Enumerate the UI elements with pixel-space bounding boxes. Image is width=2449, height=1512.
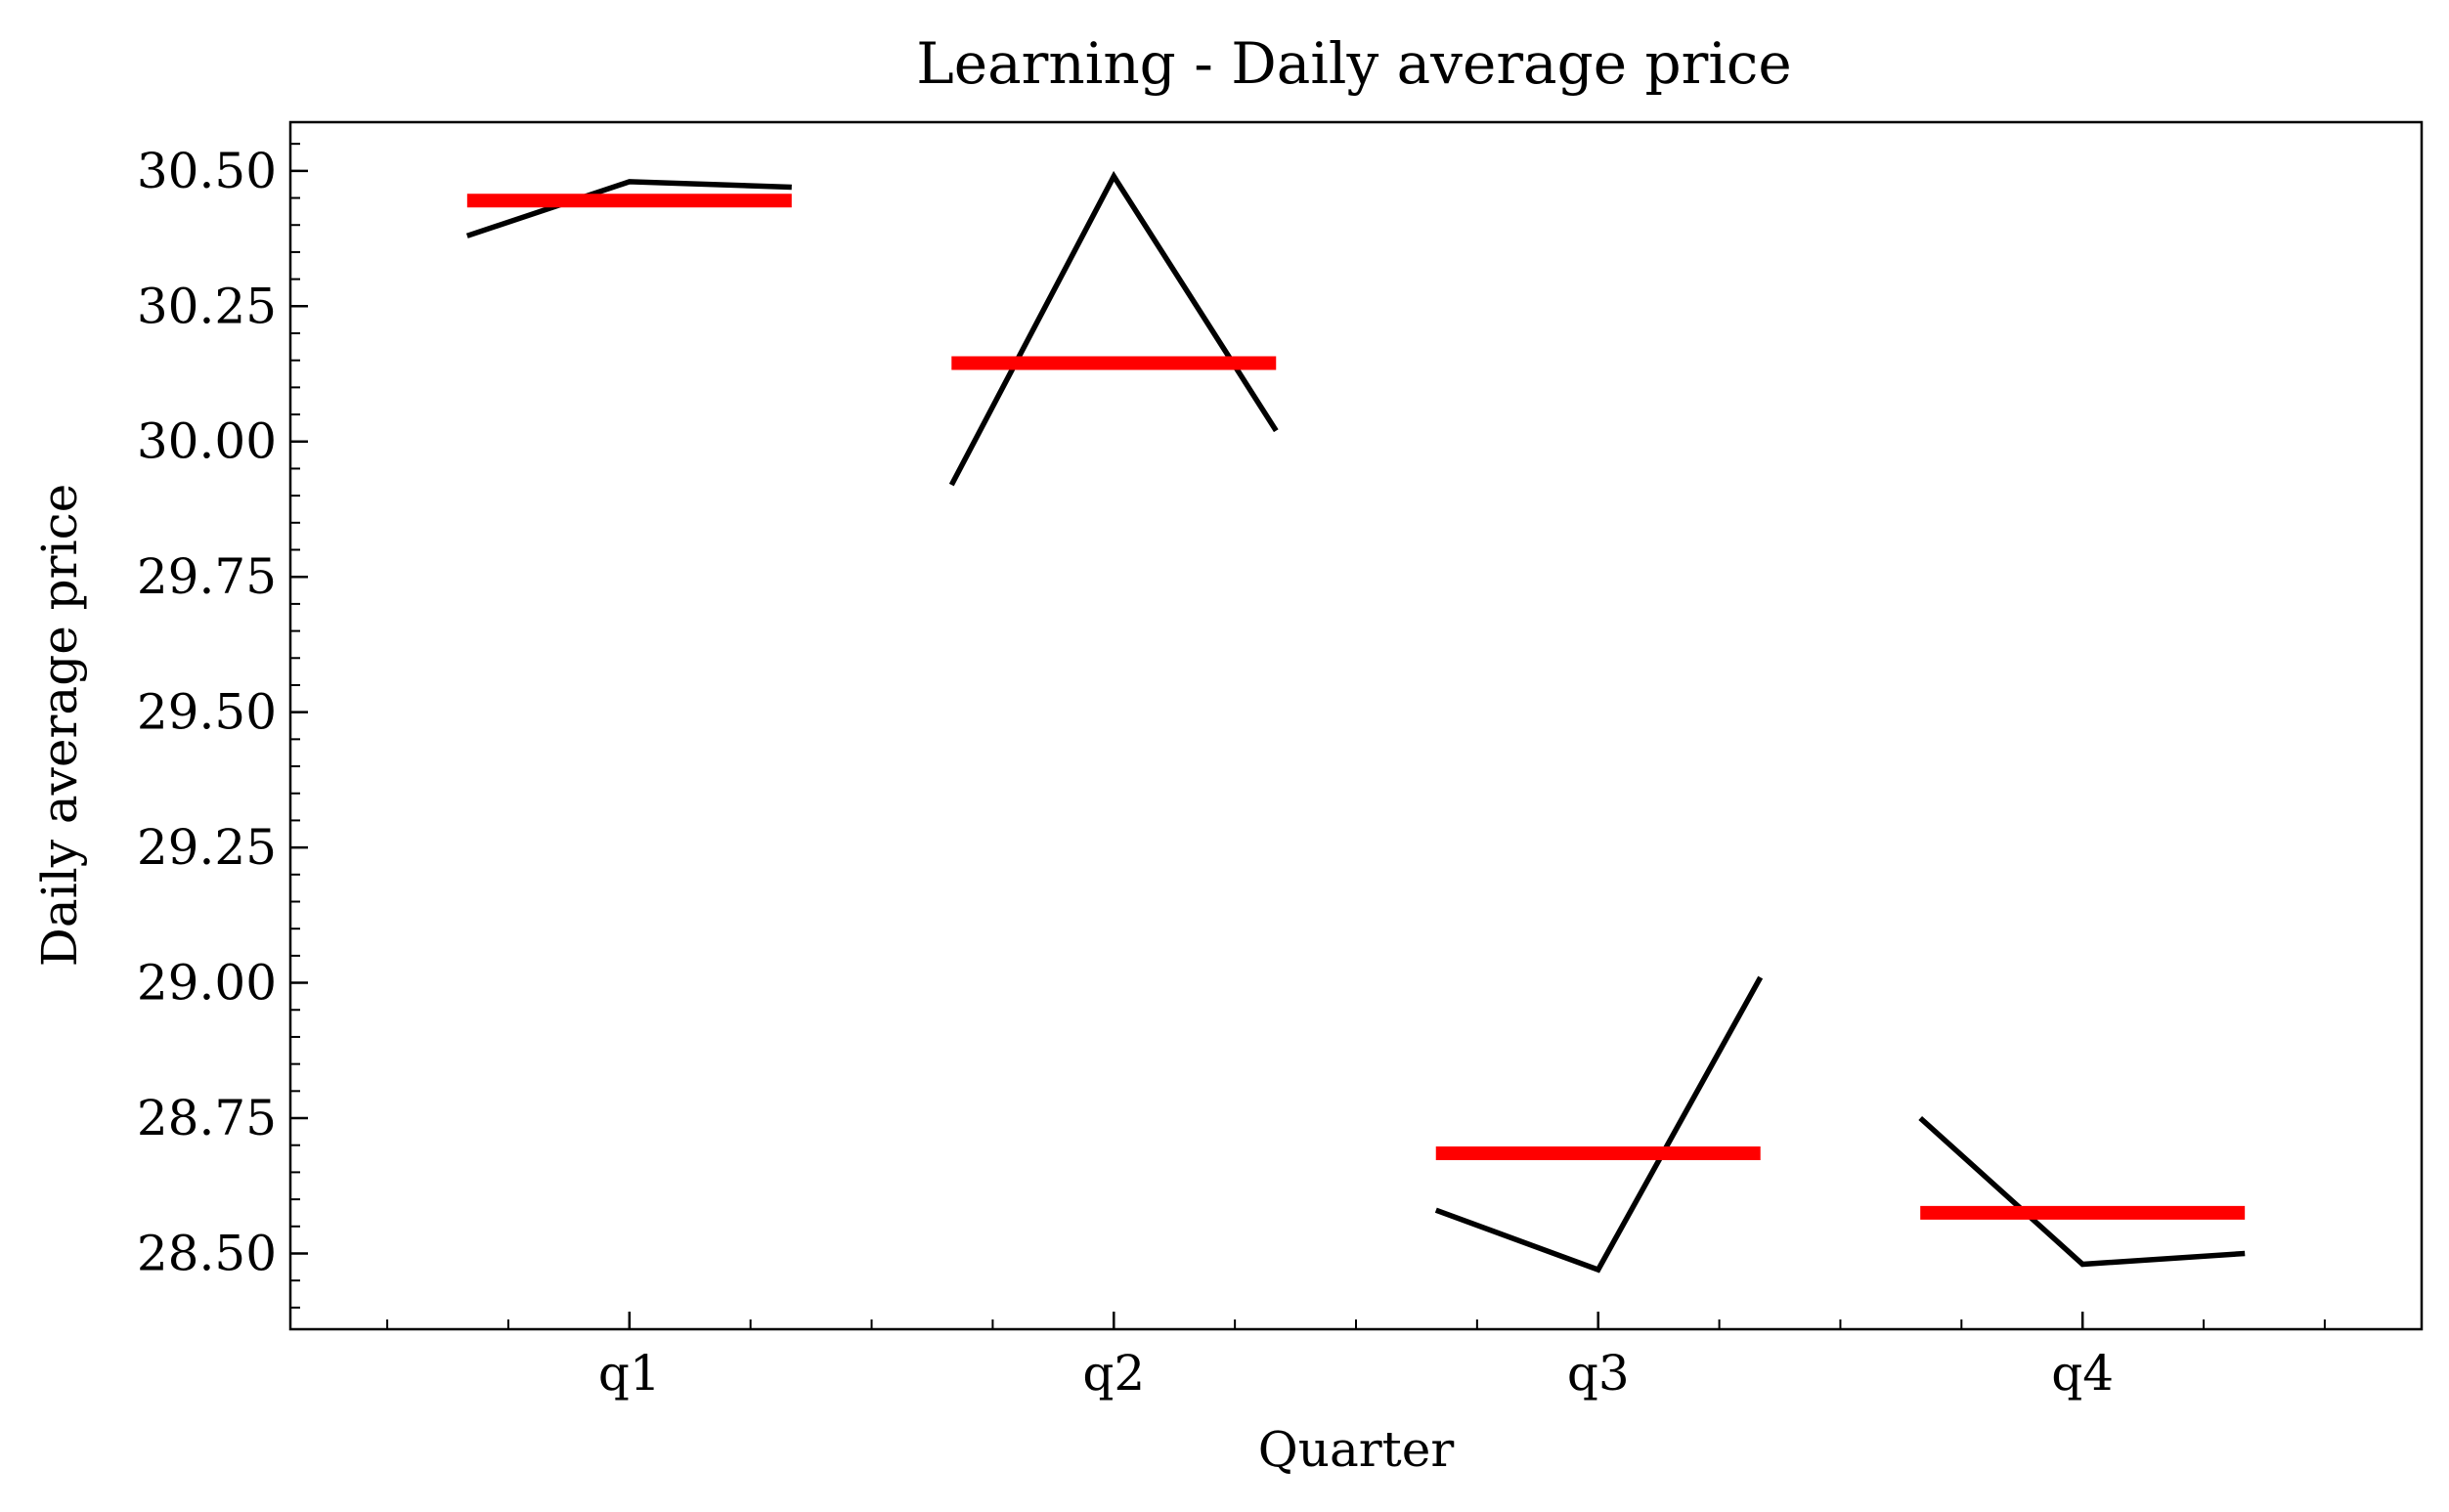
y-tick-label: 28.75 [137, 1090, 277, 1146]
x-tick-label: q1 [598, 1345, 661, 1402]
subseries-line-q2 [948, 170, 1279, 487]
subseries-line-q1 [465, 179, 792, 238]
chart-title: Learning - Daily average price [916, 30, 1791, 97]
y-tick-label: 30.50 [137, 143, 277, 199]
y-tick-label: 29.25 [137, 819, 277, 876]
x-tick-label: q3 [1567, 1345, 1630, 1402]
y-tick-label: 29.00 [137, 955, 277, 1012]
plot-frame [288, 120, 2424, 1331]
y-tick-label: 28.50 [137, 1225, 277, 1281]
x-axis: q1 q2 q3 q4 [386, 1312, 2326, 1402]
x-tick-label: q2 [1082, 1345, 1145, 1402]
x-axis-label: Quarter [1258, 1421, 1455, 1478]
y-tick-label: 30.25 [137, 278, 277, 334]
y-tick-label: 29.75 [137, 548, 277, 605]
subseries-line-q3 [1434, 975, 1764, 1274]
y-tick-label: 30.00 [137, 413, 277, 470]
mean-lines [466, 194, 2246, 1220]
subseries-line-q4 [1918, 1115, 2246, 1268]
y-axis-label: Daily average price [31, 484, 88, 967]
subseries-lines [465, 170, 2246, 1274]
y-tick-label: 29.50 [137, 684, 277, 741]
y-axis: 28.50 28.75 29.00 29.25 29.50 29.75 30.00 30.25… [137, 143, 308, 1309]
x-tick-label: q4 [2051, 1345, 2114, 1402]
